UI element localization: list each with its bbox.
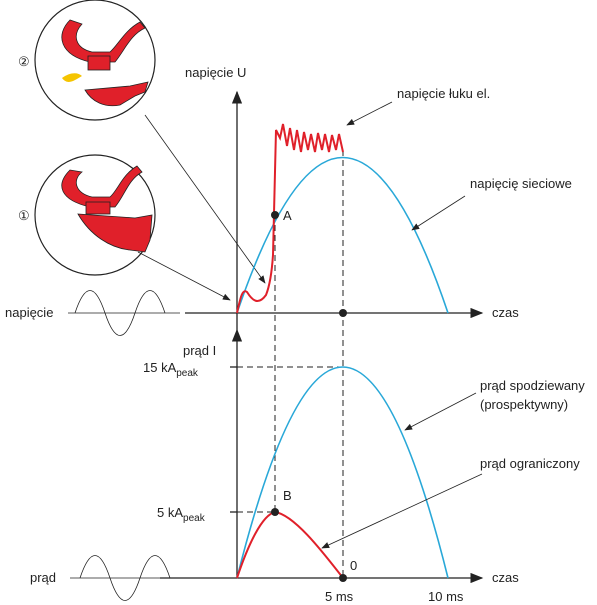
pointer bbox=[404, 392, 477, 431]
label: czas bbox=[492, 570, 519, 585]
state-label: ② bbox=[18, 54, 30, 69]
label: napięcie bbox=[5, 305, 53, 320]
label: napięcie U bbox=[185, 65, 246, 80]
sine-icon bbox=[70, 555, 175, 601]
pointer bbox=[144, 114, 266, 284]
point bbox=[339, 574, 347, 582]
label: 10 ms bbox=[428, 589, 464, 604]
grid-voltage-curve bbox=[236, 156, 449, 314]
label: prąd I bbox=[183, 343, 216, 358]
pointer bbox=[321, 473, 483, 549]
label: napięcie łuku el. bbox=[397, 86, 490, 101]
label: (prospektywny) bbox=[480, 397, 568, 412]
label: 5 kA bbox=[157, 505, 183, 520]
clamp-closed bbox=[34, 154, 156, 276]
pointer bbox=[137, 251, 231, 301]
label: 5 ms bbox=[325, 589, 354, 604]
point bbox=[339, 309, 347, 317]
label: 15 kA bbox=[143, 360, 177, 375]
arc-voltage-curve bbox=[236, 123, 344, 314]
clamp-open bbox=[34, 0, 156, 121]
label: 0 bbox=[350, 558, 357, 573]
expected-current-curve bbox=[236, 366, 449, 579]
label: peak bbox=[176, 368, 199, 379]
label: A bbox=[283, 208, 292, 223]
point bbox=[271, 211, 279, 219]
label: czas bbox=[492, 305, 519, 320]
label: peak bbox=[183, 513, 206, 524]
label: prąd ograniczony bbox=[480, 456, 580, 471]
label: prąd spodziewany bbox=[480, 378, 585, 393]
point bbox=[271, 508, 279, 516]
label: prąd bbox=[30, 570, 56, 585]
label: 15 kApeak bbox=[143, 360, 199, 379]
pointer bbox=[346, 101, 393, 126]
guide bbox=[237, 150, 344, 578]
label: napięcię sieciowe bbox=[470, 176, 572, 191]
sine-icon bbox=[68, 290, 180, 336]
label: B bbox=[283, 488, 292, 503]
state-label: ① bbox=[18, 208, 30, 223]
label: 5 kApeak bbox=[157, 505, 206, 524]
pointer bbox=[411, 195, 466, 231]
